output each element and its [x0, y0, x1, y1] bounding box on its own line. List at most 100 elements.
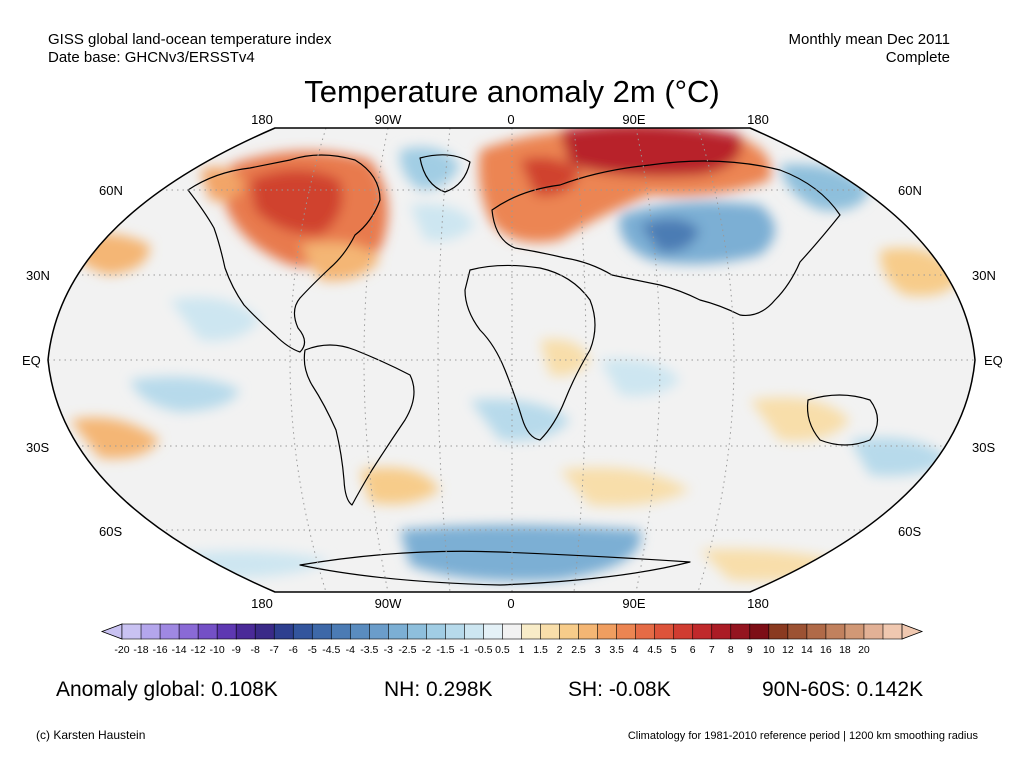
colorbar-max-arrow	[901, 623, 924, 640]
colorbar-tick-label: 9	[747, 644, 753, 656]
colorbar-cell	[787, 623, 808, 640]
colorbar-cell	[330, 623, 351, 640]
cold-anomaly-greenland	[399, 147, 460, 190]
cold-anomaly-tasman	[850, 437, 950, 476]
lat-label-left-30n: 30N	[26, 268, 50, 283]
warm-anomaly-alaska	[200, 167, 245, 201]
colorbar-cell	[768, 623, 789, 640]
colorbar-tick-label: -4	[346, 644, 355, 656]
colorbar-tick-label: 3	[595, 644, 601, 656]
colorbar-cell	[235, 623, 256, 640]
lon-label-bottom-180e: 180	[747, 596, 769, 611]
colorbar-cell	[502, 623, 523, 640]
south-america-outline	[303, 344, 415, 506]
colorbar-tick-label: -18	[133, 644, 148, 656]
colorbar-cell	[654, 623, 675, 640]
colorbar-tick-label: -20	[114, 644, 129, 656]
greenland-outline	[419, 154, 471, 193]
colorbar-tick-label: -9	[231, 644, 240, 656]
colorbar-tick-label: 7	[709, 644, 715, 656]
gridline-lon-45w	[437, 128, 451, 592]
lon-label-top-90e: 90E	[622, 112, 646, 127]
antarctica-outline	[299, 550, 691, 586]
map-border	[47, 127, 976, 593]
strong-warm-anomaly-canada	[250, 170, 343, 235]
colorbar-cell	[254, 623, 275, 640]
colorbar-tick-label: -2.5	[398, 644, 416, 656]
warm-anomaly-south-pacific	[70, 417, 160, 459]
colorbar-tick-label: 1	[519, 644, 525, 656]
colorbar-tick-label: 6	[690, 644, 696, 656]
colorbar-tick-label: -16	[152, 644, 167, 656]
lat-label-left-60n: 60N	[99, 183, 123, 198]
colorbar-tick-label: -3.5	[360, 644, 378, 656]
colorbar-tick-label: 14	[801, 644, 813, 656]
colorbar-tick-label: -10	[210, 644, 225, 656]
lon-label-bottom-0: 0	[507, 596, 515, 611]
colorbar-tick-label: -3	[384, 644, 393, 656]
lon-label-top-90w: 90W	[374, 112, 402, 127]
colorbar-cell	[311, 623, 332, 640]
strong-warm-anomaly-siberia	[560, 128, 742, 177]
author-credit: (c) Karsten Haustein	[36, 728, 146, 742]
header-left: GISS global land-ocean temperature index…	[48, 31, 332, 67]
colorbar-cell	[140, 623, 161, 640]
colorbar-cell	[426, 623, 447, 640]
lon-label-top-180w: 180	[251, 112, 273, 127]
colorbar-cell	[407, 623, 427, 640]
lat-label-left-30s: 30S	[26, 440, 50, 455]
lat-label-left-60s: 60S	[99, 524, 123, 539]
colorbar-tick-label: -12	[191, 644, 206, 656]
warm-anomaly-indian-ocean	[750, 397, 850, 441]
warm-anomaly-eastern-us	[300, 242, 380, 281]
map-title: Temperature anomaly 2m (°C)	[304, 74, 720, 109]
colorbar-cell	[806, 623, 827, 640]
colorbar-tick-label: -2	[422, 644, 431, 656]
colorbar-cell	[863, 623, 884, 640]
north-america-outline	[187, 154, 381, 353]
lat-label-right-60s: 60S	[898, 524, 922, 539]
lat-label-right-eq: EQ	[984, 353, 1003, 368]
gridline-lon-90w	[363, 128, 389, 592]
warm-anomaly-scandinavia	[520, 157, 580, 196]
lon-label-bottom-90e: 90E	[622, 596, 646, 611]
colorbar-cell	[730, 623, 751, 640]
colorbar-tick-label: -6	[289, 644, 298, 656]
completeness-label: Complete	[885, 49, 950, 66]
strong-cold-anomaly-kazakhstan	[640, 218, 700, 253]
colorbar-cell	[673, 623, 694, 640]
colorbar-tick-label: -1	[460, 644, 469, 656]
colorbar-tick-label: 4.5	[647, 644, 662, 656]
colorbar-tick-label: -14	[171, 644, 186, 656]
colorbar-tick-label: -0.5	[474, 644, 492, 656]
colorbar-min-arrow	[100, 623, 123, 640]
cold-anomaly-south-atlantic	[470, 399, 570, 441]
colorbar-tick-label: -4.5	[322, 644, 340, 656]
lon-label-bottom-180w: 180	[251, 596, 273, 611]
australia-outline	[806, 394, 879, 446]
gridline-lon-45e	[573, 128, 587, 592]
colorbar-tick-label: -5	[308, 644, 317, 656]
colorbar-cell	[540, 623, 561, 640]
colorbar-tick-label: 2	[557, 644, 563, 656]
colorbar-cell	[349, 623, 370, 640]
colorbar-cell	[178, 623, 199, 640]
colorbar-cell	[635, 623, 656, 640]
colorbar-tick-label: -8	[250, 644, 259, 656]
colorbar-tick-label: 18	[839, 644, 851, 656]
colorbar-tick-label: -7	[270, 644, 279, 656]
cool-anomaly-tropical-pacific	[170, 297, 260, 341]
colorbar-cell	[749, 623, 770, 640]
colorbar-cell	[121, 623, 142, 640]
lat-label-right-60n: 60N	[898, 183, 922, 198]
lon-label-top-180e: 180	[747, 112, 769, 127]
eurasia-outline	[491, 160, 841, 317]
colorbar-cells	[100, 623, 924, 640]
colorbar-tick-labels: -20 -18 -16 -14 -12 -10 -9 -8 -7 -6 -5 -4.5 -4 -3.5 -3…	[114, 644, 870, 656]
colorbar-tick-label: 1.5	[533, 644, 548, 656]
colorbar-cell	[292, 623, 313, 640]
global-anomaly-stat: Anomaly global: 0.108K	[56, 678, 278, 701]
nh-anomaly-stat: NH: 0.298K	[384, 678, 493, 701]
band-anomaly-stat: 90N-60S: 0.142K	[762, 678, 924, 701]
